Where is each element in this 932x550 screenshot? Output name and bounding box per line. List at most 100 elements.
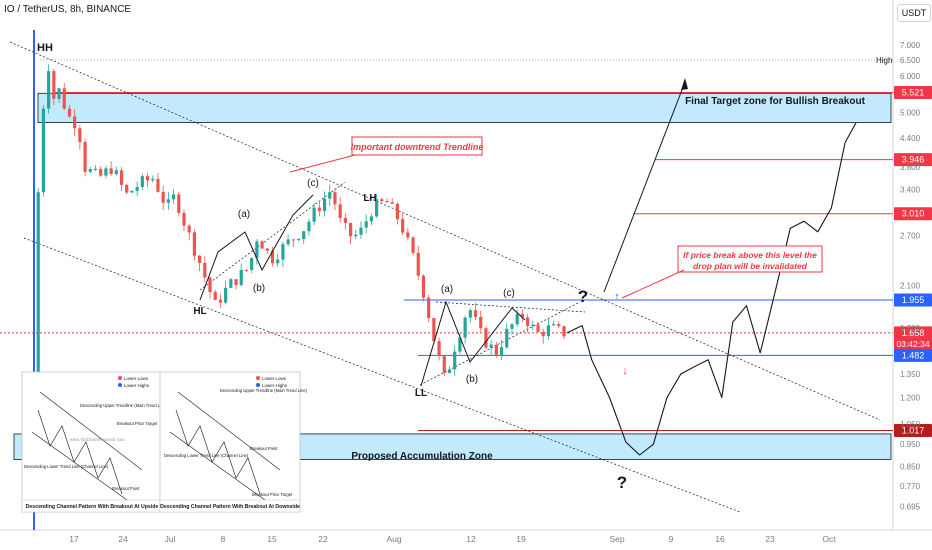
candle-body [286,239,290,245]
inset-right-caption-box [159,499,301,513]
target-zone-label: Final Target zone for Bullish Breakout [685,96,866,107]
candle-body [473,310,478,317]
level-label-5.521: 5.521 [902,88,925,98]
inset-left-panel [21,371,163,513]
currency-button[interactable]: USDT [897,4,931,22]
inset-right-legend-lows: Lower Lows [262,376,287,381]
candle-body [265,248,269,251]
wave-label-4: (a) [238,209,250,220]
candle-body [432,318,436,342]
candle-body [47,71,51,109]
candle-body [234,279,238,286]
candle-body [494,344,498,356]
x-tick-12-7: 12 [466,534,476,544]
inset-right-legend-highs-dot [256,383,260,387]
candle-body [369,216,374,222]
x-tick-16-11: 16 [715,534,725,544]
inset-left-legend-lows-dot [118,376,122,380]
candle-body [57,88,61,99]
wave-label-9: (c) [503,288,515,299]
candle-body [505,328,509,348]
inset-left-note-0: Descending Upper Trendline (Main Trend L… [80,403,168,408]
wave-label-7: (a) [441,284,453,295]
wave-label-11: ? [617,473,627,492]
inset-right-caption: Descending Channel Pattern With Breakout… [160,504,300,510]
level-label-box-1.482 [894,348,932,362]
y-tick-6.000: 6.000 [900,72,921,81]
candle-body [99,168,103,176]
level-label-1.955: 1.955 [902,295,925,305]
wave-label-10: ? [578,287,588,306]
inset-right-note-0: Descending Upper Trendline (Main Trend L… [220,388,308,393]
inset-left-note-2: Descending Lower Trend Line (Channel Lin… [24,464,109,469]
candle-body [145,176,150,181]
up-arrow-icon: ↑ [614,291,620,303]
candle-body [489,344,493,348]
candle-body [135,186,139,191]
x-tick-22-5: 22 [318,534,328,544]
y-tick-0.950: 0.950 [900,440,921,449]
candle-body [484,328,488,348]
candle-body [395,203,400,220]
y-tick-0.695: 0.695 [900,503,921,512]
candle-body [364,221,368,228]
inset-left-caption: Descending Channel Pattern With Breakout… [26,504,159,510]
trendline-note: Important downtrend Trendline [351,142,484,152]
level-label-3.010: 3.010 [902,209,925,219]
invalidation-callout-box [677,245,823,273]
candle-body [276,259,280,264]
candle-body [401,219,405,233]
candle-body [281,244,285,260]
candle-body [354,234,358,237]
candle-body [244,269,249,271]
candle-body [78,128,82,142]
candle-body [328,192,332,199]
chart-title: IO / TetherUS, 8h, BINANCE [4,4,132,15]
candle-body [343,218,347,224]
x-tick-9-10: 9 [669,534,674,544]
candle-body [130,190,134,193]
level-label-1.017: 1.017 [902,426,925,436]
inset-left-legend-lows: Lower Lows [124,376,149,381]
candle-body [447,369,452,373]
inset-left-zigzag [37,409,123,495]
wave-label-0: HH [37,42,53,54]
level-label-3.946: 3.946 [902,155,925,165]
candle-body [359,227,363,235]
candle-body [218,299,223,303]
y-tick-0.770: 0.770 [900,482,921,491]
invalidation-callout-pointer [621,269,685,299]
candle-body [312,207,316,222]
candle-body [541,331,545,337]
invalidation-note-line2: drop plan will be invalidated [693,261,808,271]
y-tick-1.350: 1.350 [900,370,921,379]
candle-body [224,287,228,303]
candle-body [151,178,155,181]
candle-body [380,199,384,202]
candle-body [525,317,530,326]
candle-body [390,202,394,204]
x-tick-17-0: 17 [69,534,79,544]
trendline-callout-pointer [289,154,356,173]
candle-body [348,223,353,237]
candle-body [182,212,186,226]
candle-body [41,108,46,193]
candle-body [536,324,540,332]
candle-body [255,241,259,259]
candle-body [416,252,420,276]
x-tick-Jul-2: Jul [165,534,176,544]
inset-left-legend-highs: Lower Highs [124,383,150,388]
candle-body [171,194,176,200]
wave-label-3: LL [415,388,427,399]
candle-body [531,324,535,326]
candle-body [109,168,113,175]
candle-body [333,192,337,205]
candle-body [479,316,483,329]
candle-body [177,194,181,213]
bullish-breakout-arrowhead [681,78,688,90]
candle-body [421,275,426,298]
bullish-breakout-arrow [603,81,686,293]
candle-body [166,199,170,203]
candle-body [67,108,72,117]
